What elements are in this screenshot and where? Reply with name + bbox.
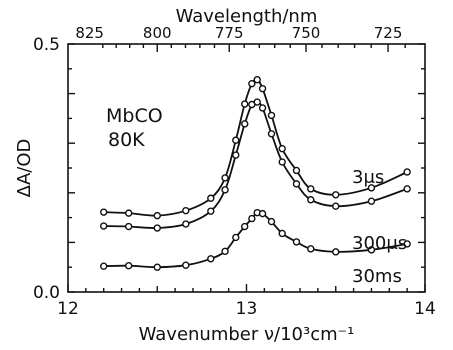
data-point (248, 214, 256, 223)
data-point (153, 211, 161, 220)
data-point (232, 233, 240, 242)
data-point (332, 191, 340, 199)
data-point (99, 262, 108, 270)
data-point (221, 174, 229, 182)
x-tick-label: 12 (57, 299, 79, 319)
data-point (307, 245, 315, 253)
data-point (292, 180, 301, 188)
data-point (307, 196, 315, 204)
y-tick-label: 0.0 (33, 283, 60, 303)
data-point (207, 194, 215, 202)
data-point (267, 217, 276, 226)
data-point (332, 202, 340, 210)
data-point (232, 151, 240, 159)
temperature-annotation: 80K (108, 129, 145, 151)
data-point (403, 168, 411, 176)
data-point (267, 130, 276, 138)
data-point (124, 209, 133, 217)
data-point (367, 246, 376, 254)
x-tick-label: 13 (236, 299, 258, 319)
data-point (278, 144, 286, 153)
data-point (367, 184, 376, 192)
series-label-1: 300μs (352, 233, 407, 254)
data-point (153, 224, 161, 232)
data-point (232, 136, 240, 144)
top-tick-label: 800 (143, 24, 172, 42)
data-point (258, 84, 267, 93)
top-axis-title: Wavelength/nm (176, 6, 318, 27)
data-point (207, 255, 215, 263)
data-point (153, 263, 161, 271)
data-point (403, 185, 411, 193)
y-tick-label: 0.5 (33, 35, 60, 55)
data-point (207, 207, 215, 215)
data-point (182, 206, 190, 215)
data-point (99, 208, 108, 216)
data-point (241, 100, 249, 108)
data-point (267, 111, 276, 120)
x-axis-title: Wavenumber ν/10³cm⁻¹ (139, 324, 355, 345)
data-point (258, 209, 267, 218)
data-point (182, 261, 190, 269)
data-point (221, 247, 229, 256)
data-point (367, 197, 376, 205)
data-point (124, 222, 133, 231)
data-point (292, 166, 301, 175)
top-tick-label: 775 (215, 24, 244, 42)
data-point (278, 158, 286, 166)
data-point (124, 262, 133, 270)
x-tick-label: 14 (414, 299, 436, 319)
data-point (241, 222, 249, 231)
series-label-2: 30ms (352, 266, 402, 287)
data-point (99, 222, 108, 230)
data-point (221, 186, 229, 194)
series-label-0: 3μs (352, 167, 384, 188)
top-tick-label: 825 (75, 24, 104, 42)
sample-annotation: MbCO (106, 105, 163, 127)
data-point (292, 238, 301, 246)
data-point (332, 248, 340, 256)
data-point (278, 229, 286, 238)
data-point (182, 220, 190, 228)
data-point (241, 120, 249, 128)
data-point (307, 185, 315, 193)
top-tick-label: 750 (292, 24, 321, 42)
data-point (248, 79, 256, 88)
data-point (258, 104, 267, 112)
data-point (253, 98, 261, 106)
data-point (403, 240, 411, 248)
top-tick-label: 725 (374, 24, 403, 42)
data-point (253, 76, 261, 84)
y-axis-title: ΔA/OD (14, 139, 35, 198)
